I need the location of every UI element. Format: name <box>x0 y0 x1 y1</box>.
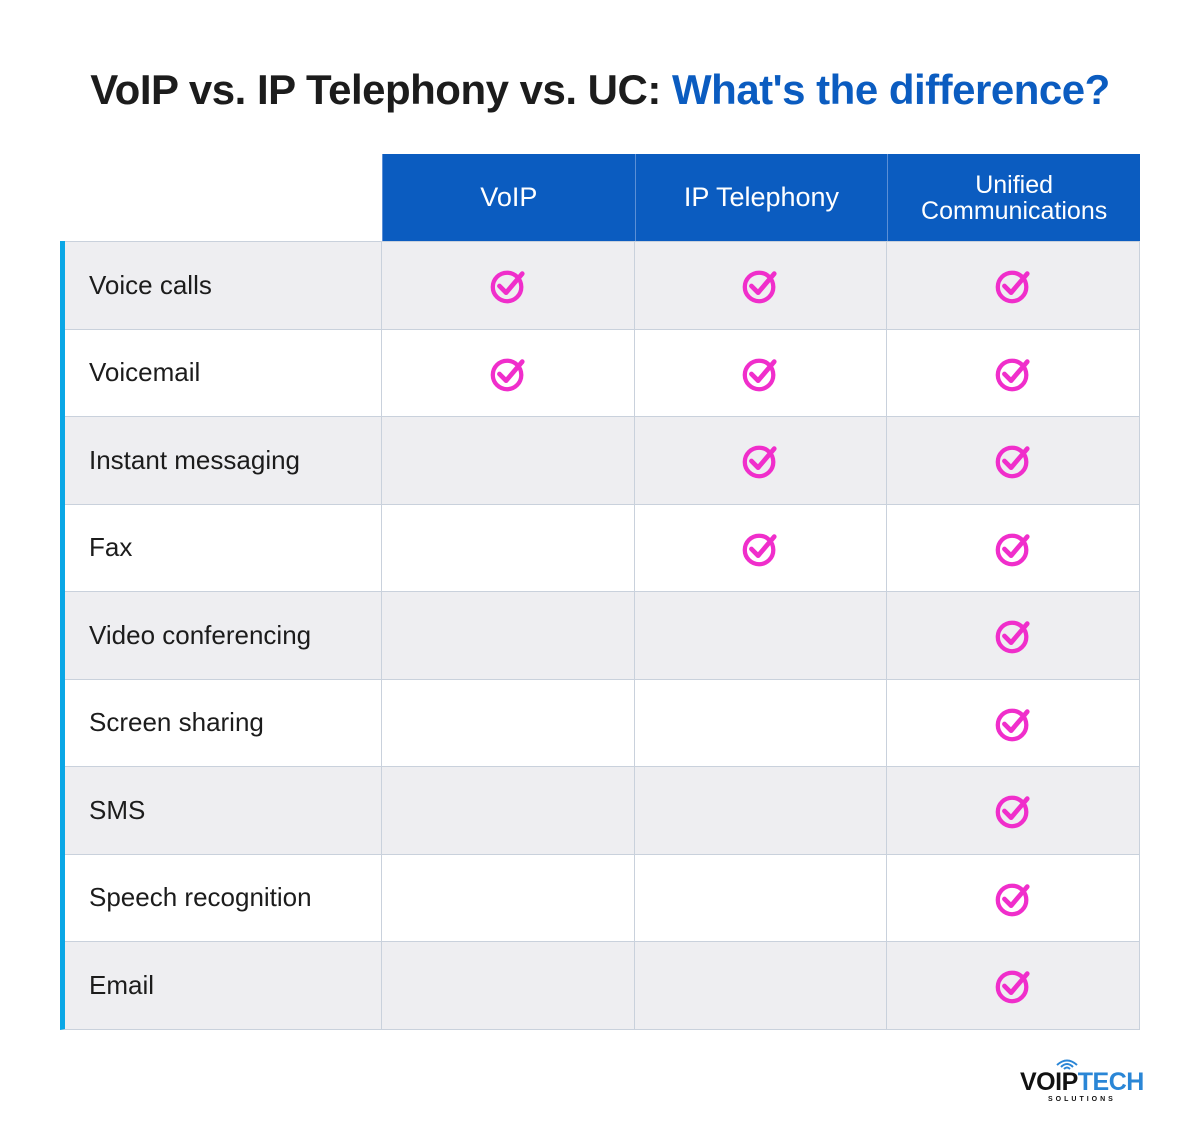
cell-voip <box>382 242 635 329</box>
cell-unified-communications <box>887 242 1140 329</box>
feature-label: Voicemail <box>65 329 382 416</box>
cell-voip <box>382 854 635 941</box>
cell-ip-telephony <box>635 592 888 679</box>
cell-voip <box>382 767 635 854</box>
header-blank-cell <box>60 154 382 241</box>
check-circle-icon <box>743 533 778 566</box>
title-accent: What's the difference? <box>672 66 1110 113</box>
voiptech-logo: VOIPTECH SOLUTIONS <box>1020 1056 1145 1106</box>
cell-unified-communications <box>887 679 1140 766</box>
check-circle-icon <box>995 708 1030 741</box>
table-row: Video conferencing <box>65 591 1140 679</box>
logo-tagline: SOLUTIONS <box>1048 1096 1116 1103</box>
table-header: VoIP IP Telephony Unified Communications <box>60 154 1140 241</box>
cell-voip <box>382 942 635 1029</box>
title-main: VoIP vs. IP Telephony vs. UC: <box>90 66 661 113</box>
check-circle-icon <box>995 970 1030 1004</box>
column-header-uc-line2: Communications <box>921 196 1108 225</box>
cell-unified-communications <box>887 504 1140 591</box>
table-row: Voice calls <box>65 241 1140 329</box>
cell-ip-telephony <box>635 504 888 591</box>
feature-label: Fax <box>65 504 382 591</box>
cell-voip <box>382 504 635 591</box>
check-circle-icon <box>995 883 1030 916</box>
check-circle-icon <box>490 270 525 304</box>
cell-voip <box>382 592 635 679</box>
cell-unified-communications <box>887 417 1140 504</box>
cell-unified-communications <box>887 854 1140 941</box>
check-circle-icon <box>743 358 778 391</box>
cell-ip-telephony <box>635 679 888 766</box>
table-row: Fax <box>65 503 1140 591</box>
table-row: SMS <box>65 766 1140 854</box>
cell-ip-telephony <box>635 942 888 1029</box>
table-row: Speech recognition <box>65 853 1140 941</box>
cell-unified-communications <box>887 767 1140 854</box>
table-row: Screen sharing <box>65 678 1140 766</box>
cell-ip-telephony <box>635 767 888 854</box>
column-header-uc-line1: Unified <box>975 170 1054 199</box>
table-body: Voice calls Voicemail Instant messaging Fax… <box>60 241 1140 1030</box>
feature-label: Instant messaging <box>65 417 382 504</box>
cell-unified-communications <box>887 942 1140 1029</box>
feature-label: Voice calls <box>65 242 382 329</box>
column-header-unified-communications: Unified Communications <box>887 154 1140 241</box>
feature-label: SMS <box>65 767 382 854</box>
cell-voip <box>382 417 635 504</box>
check-circle-icon <box>490 358 525 391</box>
check-circle-icon <box>995 445 1030 479</box>
check-circle-icon <box>743 445 778 479</box>
page-title: VoIP vs. IP Telephony vs. UC: What's the… <box>0 66 1200 114</box>
cell-ip-telephony <box>635 329 888 416</box>
cell-unified-communications <box>887 329 1140 416</box>
wifi-signal-icon <box>1056 1059 1078 1070</box>
table-row: Email <box>65 941 1140 1029</box>
cell-unified-communications <box>887 592 1140 679</box>
cell-voip <box>382 329 635 416</box>
feature-label: Screen sharing <box>65 679 382 766</box>
cell-ip-telephony <box>635 854 888 941</box>
check-circle-icon <box>995 620 1030 654</box>
cell-ip-telephony <box>635 417 888 504</box>
check-circle-icon <box>995 795 1030 829</box>
check-circle-icon <box>995 270 1030 304</box>
cell-ip-telephony <box>635 242 888 329</box>
logo-wordmark: VOIPTECH <box>1020 1068 1144 1096</box>
feature-label: Video conferencing <box>65 592 382 679</box>
check-circle-icon <box>995 533 1030 566</box>
comparison-table: VoIP IP Telephony Unified Communications… <box>60 154 1140 1030</box>
feature-label: Speech recognition <box>65 854 382 941</box>
feature-label: Email <box>65 942 382 1029</box>
check-circle-icon <box>995 358 1030 391</box>
column-header-voip: VoIP <box>382 154 635 241</box>
table-row: Instant messaging <box>65 416 1140 504</box>
cell-voip <box>382 679 635 766</box>
column-header-ip-telephony: IP Telephony <box>634 154 888 241</box>
check-circle-icon <box>743 270 778 304</box>
table-row: Voicemail <box>65 328 1140 416</box>
